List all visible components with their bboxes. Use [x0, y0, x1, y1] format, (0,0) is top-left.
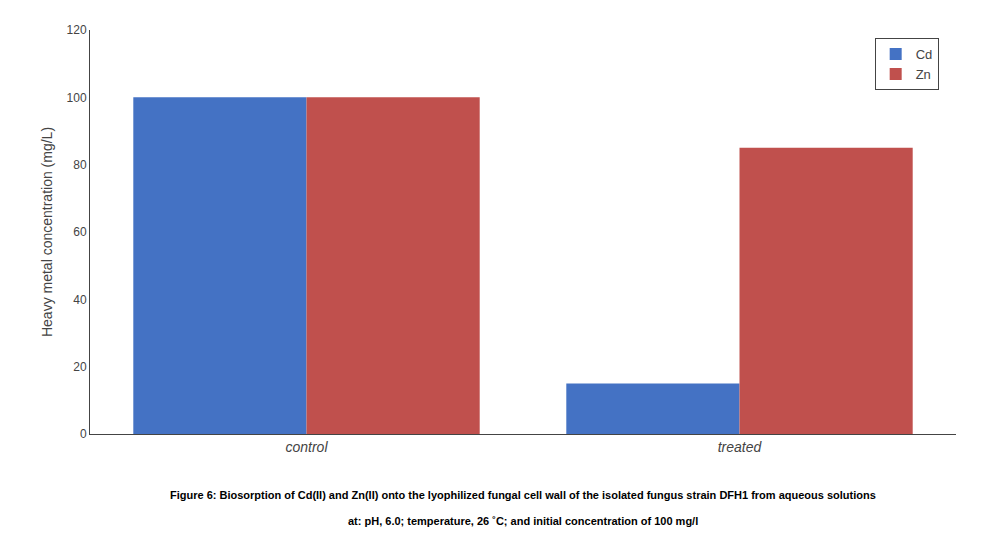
svg-text:100: 100 — [67, 91, 87, 105]
svg-text:40: 40 — [73, 293, 87, 307]
svg-text:at: pH, 6.0; temperature, 26 ˚: at: pH, 6.0; temperature, 26 ˚C; and ini… — [348, 515, 698, 527]
svg-text:120: 120 — [67, 23, 87, 37]
svg-text:Figure 6: Biosorption of Cd(II: Figure 6: Biosorption of Cd(II) and Zn(I… — [170, 489, 876, 501]
svg-text:Cd: Cd — [916, 47, 933, 62]
svg-text:Zn: Zn — [916, 67, 931, 82]
svg-text:20: 20 — [73, 360, 87, 374]
svg-text:0: 0 — [80, 427, 87, 441]
svg-text:control: control — [285, 439, 328, 455]
svg-text:treated: treated — [718, 439, 763, 455]
svg-text:60: 60 — [73, 225, 87, 239]
svg-text:80: 80 — [73, 158, 87, 172]
svg-text:Heavy metal concentration (mg/: Heavy metal concentration (mg/L) — [39, 127, 55, 337]
